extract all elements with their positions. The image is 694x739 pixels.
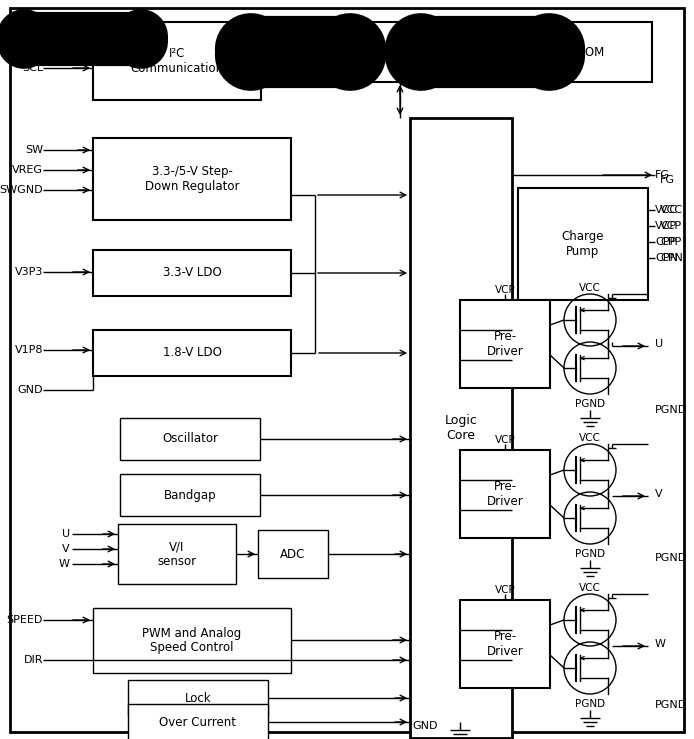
Text: W: W [655, 639, 666, 649]
Text: SDA: SDA [20, 34, 43, 44]
Bar [128, 680, 268, 716]
Bar [460, 300, 550, 388]
Bar [93, 608, 291, 673]
Text: Charge
Pump: Charge Pump [561, 230, 604, 258]
Text: Pre-
Driver: Pre- Driver [486, 480, 523, 508]
Text: VCP: VCP [495, 285, 516, 295]
Bar [460, 450, 550, 538]
Bar [120, 418, 260, 460]
Text: CPN: CPN [660, 253, 683, 263]
Text: V/I
sensor: V/I sensor [158, 540, 196, 568]
Text: PGND: PGND [655, 405, 687, 415]
Bar [460, 600, 550, 688]
Text: V: V [655, 489, 663, 499]
Bar [120, 474, 260, 516]
Text: Bandgap: Bandgap [164, 488, 217, 502]
Text: SWGND: SWGND [0, 185, 43, 195]
Text: GND: GND [412, 721, 438, 731]
Bar [518, 188, 648, 300]
Text: Lock: Lock [185, 692, 211, 704]
Bar [128, 704, 268, 739]
Bar [93, 22, 261, 100]
Text: VCC: VCC [579, 283, 601, 293]
Text: V1P8: V1P8 [15, 345, 43, 355]
Text: FG: FG [660, 175, 675, 185]
Text: 1.8-V LDO: 1.8-V LDO [162, 347, 221, 359]
Text: EEPROM: EEPROM [557, 46, 606, 58]
Text: Pre-
Driver: Pre- Driver [486, 630, 523, 658]
Text: Over Current: Over Current [160, 715, 237, 729]
Bar [410, 118, 512, 738]
Text: CPP: CPP [655, 237, 676, 247]
Text: Pre-
Driver: Pre- Driver [486, 330, 523, 358]
Text: SW: SW [25, 145, 43, 155]
Text: DIR: DIR [24, 655, 43, 665]
Text: VCC: VCC [655, 205, 678, 215]
Text: W: W [59, 559, 70, 569]
Bar [510, 22, 652, 82]
Text: VCP: VCP [660, 221, 682, 231]
Bar [93, 250, 291, 296]
Text: CPN: CPN [655, 253, 678, 263]
Text: I²C
Communication: I²C Communication [130, 47, 223, 75]
Text: VCP: VCP [655, 221, 677, 231]
Text: PGND: PGND [655, 700, 687, 710]
Text: V3P3: V3P3 [15, 267, 43, 277]
Text: FG: FG [655, 170, 670, 180]
Bar [93, 138, 291, 220]
Bar [340, 22, 460, 82]
Text: VCP: VCP [495, 585, 516, 595]
Text: PGND: PGND [575, 699, 605, 709]
Text: PGND: PGND [655, 553, 687, 563]
Text: 3.3-V LDO: 3.3-V LDO [162, 267, 221, 279]
Text: GND: GND [17, 385, 43, 395]
Text: ADC: ADC [280, 548, 305, 560]
Text: VCP: VCP [495, 435, 516, 445]
Text: SCL: SCL [22, 63, 43, 73]
Bar [258, 530, 328, 578]
Text: PGND: PGND [575, 549, 605, 559]
Text: PWM and Analog
Speed Control: PWM and Analog Speed Control [142, 627, 242, 655]
Text: VREG: VREG [12, 165, 43, 175]
Text: VCC: VCC [579, 433, 601, 443]
Text: VCC: VCC [579, 583, 601, 593]
Text: U: U [62, 529, 70, 539]
Bar [93, 330, 291, 376]
Bar [118, 524, 236, 584]
Text: Logic
Core: Logic Core [445, 414, 477, 442]
Text: CPP: CPP [660, 237, 682, 247]
Text: Oscillator: Oscillator [162, 432, 218, 446]
Text: VCC: VCC [660, 205, 683, 215]
Text: PGND: PGND [575, 399, 605, 409]
Text: U: U [655, 339, 663, 349]
Text: 3.3-/5-V Step-
Down Regulator: 3.3-/5-V Step- Down Regulator [145, 165, 239, 193]
Text: SPEED: SPEED [7, 615, 43, 625]
Text: V: V [62, 544, 70, 554]
Text: Register: Register [375, 46, 425, 58]
